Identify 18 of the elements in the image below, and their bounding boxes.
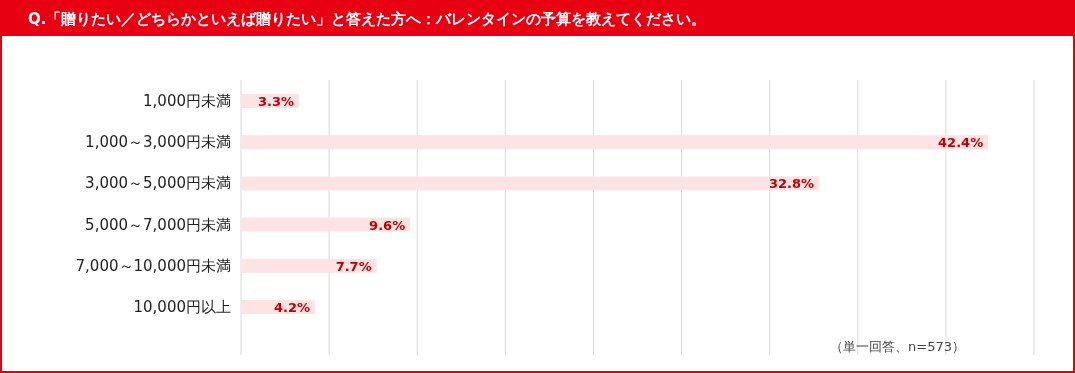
data-label: 7.7% [335, 258, 372, 274]
chart-title: Q.「贈りたい／どちらかといえば贈りたい」と答えた方へ：バレンタインの予算を教えてください。 [28, 10, 707, 28]
data-label: 3.3% [258, 94, 295, 109]
annotation: （単一回答、n=573） [830, 339, 965, 354]
y-tick-label: 10,000円以上 [133, 298, 231, 316]
bar [241, 258, 377, 273]
data-label: 9.6% [369, 217, 406, 233]
y-tick-label: 5,000～7,000円未満 [85, 215, 231, 234]
data-label: 32.8% [768, 176, 815, 192]
bar [241, 217, 411, 232]
y-tick-label: 1,000～3,000円未満 [85, 133, 231, 152]
y-tick-label: 7,000～10,000円未満 [75, 256, 231, 275]
bar [241, 135, 989, 150]
data-label: 42.4% [938, 135, 984, 151]
y-tick-label: 1,000円未満 [143, 92, 231, 110]
data-label: 4.2% [273, 300, 311, 315]
y-tick-label: 3,000～5,000円未満 [85, 174, 231, 193]
bar [241, 176, 820, 191]
